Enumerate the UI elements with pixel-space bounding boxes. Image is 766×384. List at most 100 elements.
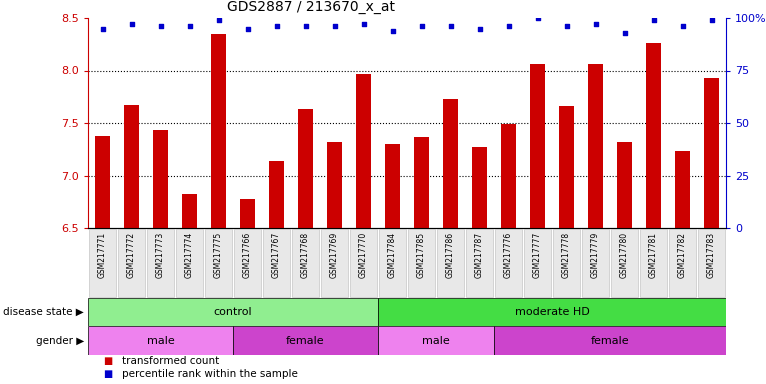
- Bar: [501, 124, 516, 228]
- Text: GSM217785: GSM217785: [417, 232, 426, 278]
- Point: [705, 17, 718, 23]
- Text: ■: ■: [103, 356, 113, 366]
- Point: [241, 25, 254, 31]
- Text: GSM217787: GSM217787: [475, 232, 484, 278]
- Bar: [669, 229, 696, 296]
- Point: [502, 23, 515, 30]
- Bar: [356, 74, 371, 228]
- Bar: [95, 136, 110, 228]
- Bar: [350, 229, 377, 296]
- Text: transformed count: transformed count: [123, 356, 220, 366]
- Bar: [414, 137, 429, 228]
- Bar: [153, 130, 168, 228]
- Text: GSM217777: GSM217777: [533, 232, 542, 278]
- Bar: [437, 229, 464, 296]
- Text: GSM217775: GSM217775: [214, 232, 223, 278]
- Bar: [205, 229, 232, 296]
- Point: [473, 25, 486, 31]
- Text: GSM217769: GSM217769: [330, 232, 339, 278]
- Bar: [88, 326, 233, 355]
- Point: [444, 23, 457, 30]
- Text: percentile rank within the sample: percentile rank within the sample: [123, 369, 298, 379]
- Point: [97, 25, 109, 31]
- Bar: [385, 144, 400, 228]
- Text: moderate HD: moderate HD: [515, 307, 589, 317]
- Point: [532, 15, 544, 21]
- Bar: [588, 64, 603, 228]
- Bar: [553, 229, 580, 296]
- Text: GSM217778: GSM217778: [562, 232, 571, 278]
- Text: GSM217774: GSM217774: [185, 232, 194, 278]
- Bar: [559, 106, 574, 228]
- Bar: [530, 64, 545, 228]
- Bar: [211, 34, 226, 228]
- Bar: [378, 298, 726, 326]
- Point: [126, 21, 138, 27]
- Bar: [611, 229, 638, 296]
- Text: GSM217782: GSM217782: [678, 232, 687, 278]
- Bar: [704, 78, 719, 228]
- Text: GSM217781: GSM217781: [649, 232, 658, 278]
- Point: [386, 28, 398, 34]
- Text: GSM217783: GSM217783: [707, 232, 716, 278]
- Point: [212, 17, 224, 23]
- Point: [358, 21, 370, 27]
- Bar: [473, 147, 486, 228]
- Bar: [241, 199, 255, 228]
- Bar: [640, 229, 667, 296]
- Text: GSM217770: GSM217770: [359, 232, 368, 278]
- Text: male: male: [146, 336, 175, 346]
- Text: gender ▶: gender ▶: [36, 336, 84, 346]
- Text: GSM217768: GSM217768: [301, 232, 310, 278]
- Bar: [379, 229, 406, 296]
- Text: female: female: [286, 336, 325, 346]
- Point: [270, 23, 283, 30]
- Text: ■: ■: [103, 369, 113, 379]
- Text: GSM217773: GSM217773: [156, 232, 165, 278]
- Bar: [176, 229, 203, 296]
- Text: disease state ▶: disease state ▶: [3, 307, 84, 317]
- Point: [300, 23, 312, 30]
- Bar: [270, 161, 283, 228]
- Text: GSM217779: GSM217779: [591, 232, 600, 278]
- Bar: [378, 326, 494, 355]
- Text: GSM217766: GSM217766: [243, 232, 252, 278]
- Bar: [292, 229, 319, 296]
- Text: GSM217784: GSM217784: [388, 232, 397, 278]
- Text: GSM217776: GSM217776: [504, 232, 513, 278]
- Bar: [582, 229, 609, 296]
- Text: GSM217771: GSM217771: [98, 232, 107, 278]
- Bar: [298, 109, 313, 228]
- Text: female: female: [591, 336, 630, 346]
- Point: [618, 30, 630, 36]
- Text: control: control: [214, 307, 252, 317]
- Bar: [494, 326, 726, 355]
- Point: [676, 23, 689, 30]
- Bar: [321, 229, 348, 296]
- Bar: [233, 326, 378, 355]
- Point: [647, 17, 660, 23]
- Bar: [88, 298, 378, 326]
- Bar: [495, 229, 522, 296]
- Bar: [118, 229, 145, 296]
- Bar: [124, 105, 139, 228]
- Bar: [408, 229, 435, 296]
- Bar: [182, 194, 197, 228]
- Bar: [264, 229, 290, 296]
- Bar: [676, 151, 689, 228]
- Point: [183, 23, 195, 30]
- Bar: [524, 229, 551, 296]
- Text: GSM217767: GSM217767: [272, 232, 281, 278]
- Point: [415, 23, 427, 30]
- Bar: [444, 99, 458, 228]
- Text: male: male: [422, 336, 450, 346]
- Bar: [327, 142, 342, 228]
- Point: [329, 23, 341, 30]
- Point: [155, 23, 167, 30]
- Bar: [89, 229, 116, 296]
- Point: [561, 23, 573, 30]
- Bar: [466, 229, 493, 296]
- Point: [589, 21, 601, 27]
- Text: GSM217772: GSM217772: [127, 232, 136, 278]
- Text: GDS2887 / 213670_x_at: GDS2887 / 213670_x_at: [228, 0, 395, 14]
